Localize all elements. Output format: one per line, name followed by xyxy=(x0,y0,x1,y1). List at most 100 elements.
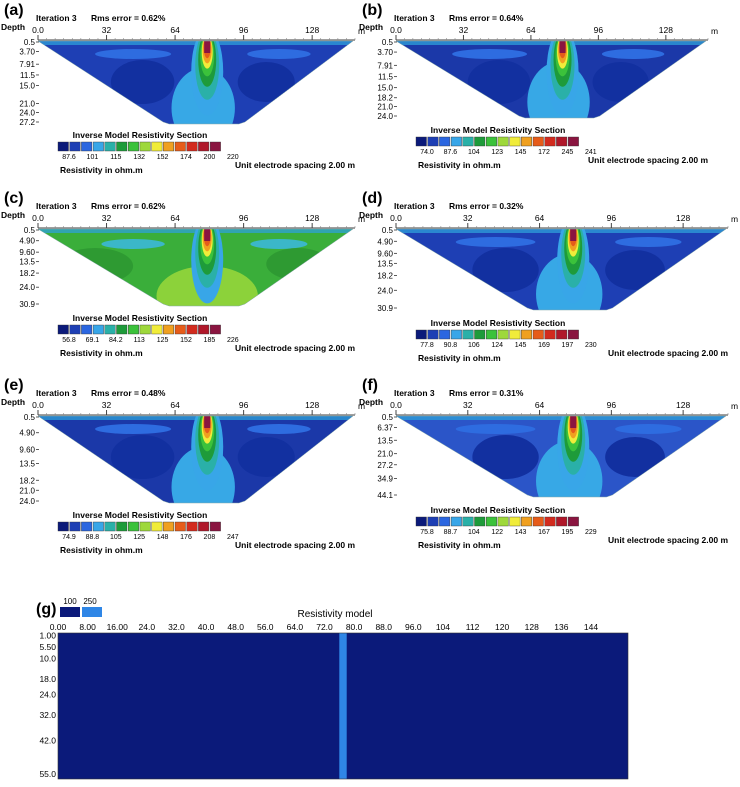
legend-value: 247 xyxy=(227,534,239,541)
legend-swatch xyxy=(104,521,116,532)
lens xyxy=(266,248,330,280)
model-legend-value: 250 xyxy=(83,597,97,606)
depth-tick-label: 21.0 xyxy=(377,103,393,112)
depth-axis-label: Depth xyxy=(359,22,383,32)
legend-swatch xyxy=(151,141,163,152)
model-legend-swatch xyxy=(60,607,80,617)
iteration-label: Iteration 3 xyxy=(36,388,77,398)
legend-swatch xyxy=(415,516,427,527)
resistivity-section xyxy=(396,229,726,310)
legend-swatch xyxy=(532,136,544,147)
x-tick-label: 64 xyxy=(535,213,545,223)
model-depth-tick-label: 1.00 xyxy=(39,631,56,641)
legend-title: Inverse Model Resistivity Section xyxy=(431,125,566,135)
legend-swatch xyxy=(556,136,568,147)
legend-swatch xyxy=(57,324,69,335)
lens xyxy=(110,435,175,479)
model-legend-value: 100 xyxy=(63,597,77,606)
legend-swatch xyxy=(462,329,474,340)
legend-swatch xyxy=(450,516,462,527)
lens xyxy=(605,250,665,290)
legend-swatch xyxy=(186,324,198,335)
panel-f: (f) Iteration 3 Rms error = 0.31% Depth 0.0 3… xyxy=(359,377,738,550)
electrode-spacing-label: Unit electrode spacing 2.00 m xyxy=(608,535,728,545)
depth-tick-label: 13.5 xyxy=(377,436,393,445)
x-tick-label: 128 xyxy=(305,400,319,410)
x-tick-label: 64 xyxy=(526,25,536,35)
legend-value: 101 xyxy=(87,154,99,161)
legend-value: 245 xyxy=(562,149,574,156)
legend-swatch xyxy=(151,521,163,532)
model-anomaly xyxy=(339,633,347,779)
legend-value: 75.8 xyxy=(420,529,434,536)
legend-swatch xyxy=(127,521,139,532)
legend-swatch xyxy=(69,521,81,532)
panel-g: (g) 100 250 Resistivity model 0.00 8.00 16.00 2… xyxy=(36,597,629,780)
legend-swatch xyxy=(186,521,198,532)
legend-swatch xyxy=(57,521,69,532)
legend-value: 169 xyxy=(538,342,550,349)
legend-swatch xyxy=(174,141,186,152)
legend-swatch xyxy=(198,324,210,335)
legend-swatch xyxy=(486,329,497,340)
legend-value: 87.6 xyxy=(444,149,458,156)
legend-value: 104 xyxy=(468,149,480,156)
depth-tick-label: 24.0 xyxy=(377,286,393,295)
legend-title: Inverse Model Resistivity Section xyxy=(73,510,208,520)
electrode-spacing-label: Unit electrode spacing 2.00 m xyxy=(235,540,355,550)
legend-title: Inverse Model Resistivity Section xyxy=(73,130,208,140)
legend-value: 143 xyxy=(515,529,527,536)
depth-tick-label: 0.5 xyxy=(24,413,36,422)
legend-swatch xyxy=(92,324,104,335)
x-tick-label: 0.0 xyxy=(32,213,44,223)
legend-swatch xyxy=(92,521,104,532)
legend-swatch xyxy=(104,141,116,152)
legend-value: 230 xyxy=(585,342,597,349)
depth-tick-label: 11.5 xyxy=(378,73,394,82)
legend-value: 148 xyxy=(157,534,169,541)
panel-letter: (e) xyxy=(4,377,24,394)
legend-value: 115 xyxy=(110,154,121,161)
depth-tick-label: 44.1 xyxy=(377,491,393,500)
legend-value: 241 xyxy=(585,149,597,156)
depth-tick-label: 13.5 xyxy=(19,459,35,468)
legend-swatch xyxy=(439,329,451,340)
legend-value: 106 xyxy=(468,342,480,349)
model-x-tick-label: 104 xyxy=(436,622,450,632)
legend-value: 167 xyxy=(538,529,550,536)
model-x-tick-label: 40.0 xyxy=(198,622,215,632)
resistivity-section xyxy=(396,41,706,118)
iteration-label: Iteration 3 xyxy=(394,388,435,398)
model-x-tick-label: 24.0 xyxy=(139,622,156,632)
depth-tick-label: 18.2 xyxy=(377,271,393,280)
model-depth-tick-label: 24.0 xyxy=(39,689,56,699)
legend-swatch xyxy=(439,136,451,147)
x-tick-label: 96 xyxy=(594,25,604,35)
legend-swatch xyxy=(509,136,521,147)
legend-value: 197 xyxy=(562,342,574,349)
legend-swatch xyxy=(139,141,151,152)
depth-axis-label: Depth xyxy=(359,397,383,407)
depth-tick-label: 0.5 xyxy=(382,38,394,47)
legend-value: 172 xyxy=(538,149,550,156)
depth-tick-label: 0.5 xyxy=(24,226,36,235)
x-tick-label: 64 xyxy=(170,213,180,223)
depth-tick-label: 21.0 xyxy=(19,486,35,495)
legend-value: 84.2 xyxy=(109,337,123,344)
model-depth-tick-label: 18.0 xyxy=(39,674,56,684)
model-x-tick-label: 136 xyxy=(554,622,568,632)
legend-value: 88.8 xyxy=(86,534,100,541)
legend-swatch xyxy=(127,141,139,152)
legend-swatch xyxy=(462,516,474,527)
depth-tick-label: 13.5 xyxy=(19,258,35,267)
depth-tick-label: 18.2 xyxy=(377,94,393,103)
legend-value: 229 xyxy=(585,529,597,536)
legend-swatch xyxy=(509,516,521,527)
model-x-tick-label: 120 xyxy=(495,622,509,632)
depth-tick-label: 11.5 xyxy=(20,71,36,80)
rms-error-label: Rms error = 0.62% xyxy=(91,13,166,23)
legend-value: 104 xyxy=(468,529,480,536)
panel-letter: (f) xyxy=(362,377,378,394)
depth-tick-label: 24.0 xyxy=(19,108,35,117)
section-outline xyxy=(37,228,354,307)
